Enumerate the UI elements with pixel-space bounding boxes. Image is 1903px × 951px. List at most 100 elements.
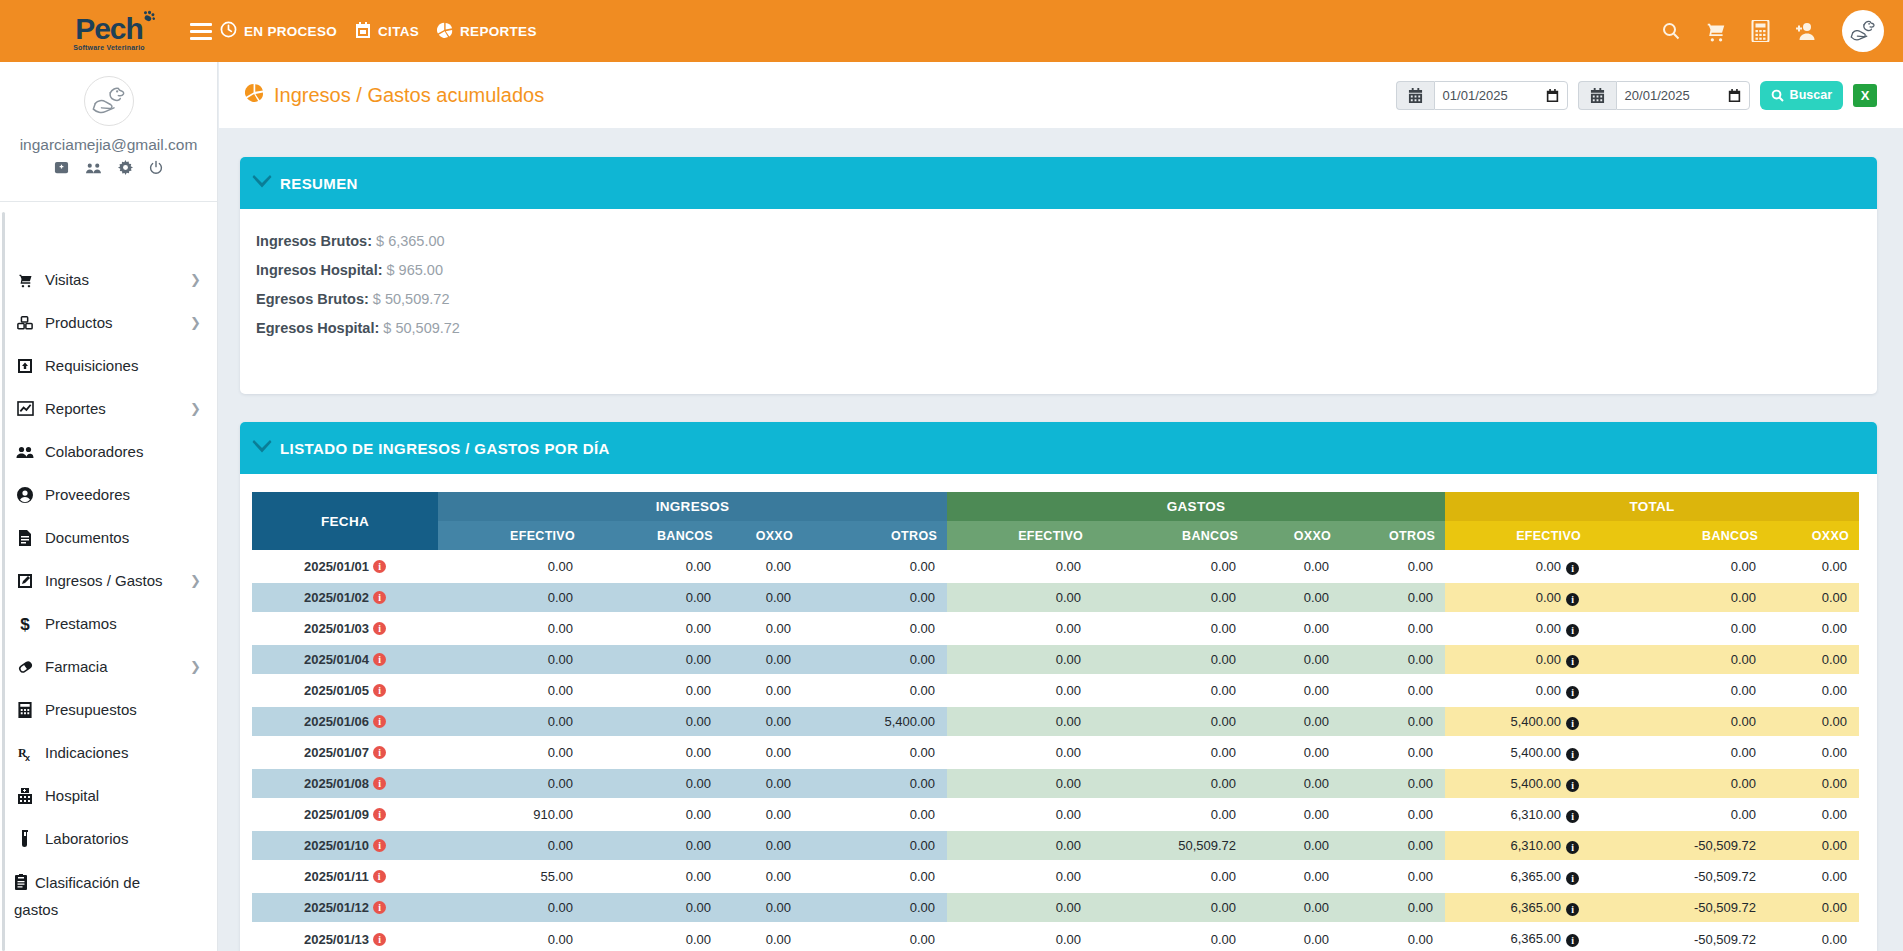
info-icon-red[interactable]: i [373,839,386,852]
gastos-cell: 0.00 [1341,892,1445,923]
app-logo[interactable]: Pech Software Veterinario [0,12,218,51]
calculator-icon [14,702,36,718]
gear-icon[interactable] [118,160,133,175]
info-icon-black[interactable]: i [1566,717,1579,730]
add-person-icon[interactable] [1794,21,1818,41]
sidebar-item-presupuestos[interactable]: Presupuestos [0,688,217,731]
sidebar-item-laboratorios[interactable]: Laboratorios [0,817,217,860]
sidebar-item-indicaciones[interactable]: RxIndicaciones [0,731,217,774]
date-to-input[interactable]: 20/01/2025 [1616,81,1750,110]
sidebar-item-prestamos[interactable]: $Prestamos [0,602,217,645]
person-circle-icon [14,487,36,503]
gastos-cell: 0.00 [1093,582,1248,613]
info-icon-red[interactable]: i [373,653,386,666]
total-cell: 0.00 [1591,644,1768,675]
info-icon-black[interactable]: i [1566,562,1579,575]
total-efectivo-cell: 0.00i [1445,613,1591,644]
table-row: 2025/01/08i0.000.000.000.000.000.000.000… [252,768,1859,799]
sidebar-item-proveedores[interactable]: Proveedores [0,473,217,516]
info-icon-black[interactable]: i [1566,779,1579,792]
gastos-cell: 0.00 [1248,861,1341,892]
group-header-ingresos: INGRESOS [438,492,947,521]
total-cell: 0.00 [1591,768,1768,799]
nav-item-en-proceso[interactable]: EN PROCESO [220,21,337,41]
info-icon-red[interactable]: i [373,591,386,604]
total-cell: 0.00 [1768,706,1859,737]
excel-export-button[interactable]: X [1853,84,1877,107]
group-icon[interactable] [85,160,102,175]
sidebar-item-requisiciones[interactable]: Requisiciones [0,344,217,387]
date-from-group: 01/01/2025 [1396,81,1568,110]
info-icon-black[interactable]: i [1566,655,1579,668]
total-efectivo-cell: 6,310.00i [1445,830,1591,861]
ingresos-cell: 55.00 [438,861,585,892]
ingresos-cell: 0.00 [723,861,803,892]
info-icon-red[interactable]: i [373,870,386,883]
nav-item-citas[interactable]: CITAS [355,22,419,41]
user-avatar[interactable] [1842,10,1884,52]
info-icon-red[interactable]: i [373,715,386,728]
table-row: 2025/01/01i0.000.000.000.000.000.000.000… [252,551,1859,582]
info-icon-red[interactable]: i [373,901,386,914]
ingresos-cell: 0.00 [723,644,803,675]
sidebar-item-ingresos-gastos[interactable]: Ingresos / Gastos❯ [0,559,217,602]
info-icon-red[interactable]: i [373,808,386,821]
info-icon-black[interactable]: i [1566,686,1579,699]
sidebar-item-documentos[interactable]: Documentos [0,516,217,559]
ingresos-cell: 0.00 [438,613,585,644]
power-icon[interactable] [149,160,163,175]
summary-line: Egresos Hospital: $ 50,509.72 [256,320,1861,336]
ingresos-cell: 0.00 [438,830,585,861]
ingresos-cell: 0.00 [438,768,585,799]
ingresos-cell: 0.00 [585,923,723,951]
total-efectivo-cell: 5,400.00i [1445,706,1591,737]
svg-text:$: $ [20,615,30,633]
info-icon-black[interactable]: i [1566,903,1579,916]
info-icon-black[interactable]: i [1566,624,1579,637]
sidebar-scrollbar[interactable] [2,212,5,951]
info-icon-red[interactable]: i [373,933,386,946]
profile-avatar[interactable] [84,76,134,126]
total-cell: 0.00 [1768,644,1859,675]
sidebar-item-hospital[interactable]: Hospital [0,774,217,817]
sidebar-item-farmacia[interactable]: Farmacia❯ [0,645,217,688]
total-cell: 0.00 [1591,582,1768,613]
badge-icon[interactable] [54,160,69,175]
sidebar-item-reportes[interactable]: Reportes❯ [0,387,217,430]
sidebar-item-colaboradores[interactable]: Colaboradores [0,430,217,473]
gastos-cell: 0.00 [1341,768,1445,799]
ingresos-cell: 0.00 [803,737,947,768]
chevron-down-icon [252,439,272,457]
sidebar-item-productos[interactable]: Productos❯ [0,301,217,344]
nav-item-reportes[interactable]: REPORTES [437,22,537,41]
info-icon-black[interactable]: i [1566,810,1579,823]
table-row: 2025/01/07i0.000.000.000.000.000.000.000… [252,737,1859,768]
chevron-right-icon: ❯ [190,401,201,416]
calendar-icon [355,22,371,41]
chart-icon [14,401,36,416]
info-icon-black[interactable]: i [1566,872,1579,885]
sidebar-item-clasificaci-n-de-gastos[interactable]: Clasificación de gastos [0,860,217,928]
search-icon[interactable] [1661,21,1681,41]
buscar-button[interactable]: Buscar [1760,81,1843,110]
info-icon-red[interactable]: i [373,622,386,635]
info-icon-black[interactable]: i [1566,593,1579,606]
sidebar-item-visitas[interactable]: Visitas❯ [0,258,217,301]
info-icon-black[interactable]: i [1566,934,1579,947]
info-icon-black[interactable]: i [1566,748,1579,761]
cart-icon[interactable] [1705,20,1727,42]
menu-toggle-icon[interactable] [190,23,212,40]
info-icon-red[interactable]: i [373,777,386,790]
info-icon-black[interactable]: i [1566,841,1579,854]
date-from-input[interactable]: 01/01/2025 [1434,81,1568,110]
resumen-header[interactable]: RESUMEN [240,157,1877,209]
fecha-cell: 2025/01/10i [252,830,438,861]
info-icon-red[interactable]: i [373,560,386,573]
fecha-cell: 2025/01/13i [252,923,438,951]
listado-header[interactable]: LISTADO DE INGRESOS / GASTOS POR DÍA [240,422,1877,474]
col-header-ingresos-efectivo: EFECTIVO [438,521,585,551]
chevron-right-icon: ❯ [190,315,201,330]
calculator-icon[interactable] [1751,20,1770,42]
info-icon-red[interactable]: i [373,684,386,697]
info-icon-red[interactable]: i [373,746,386,759]
